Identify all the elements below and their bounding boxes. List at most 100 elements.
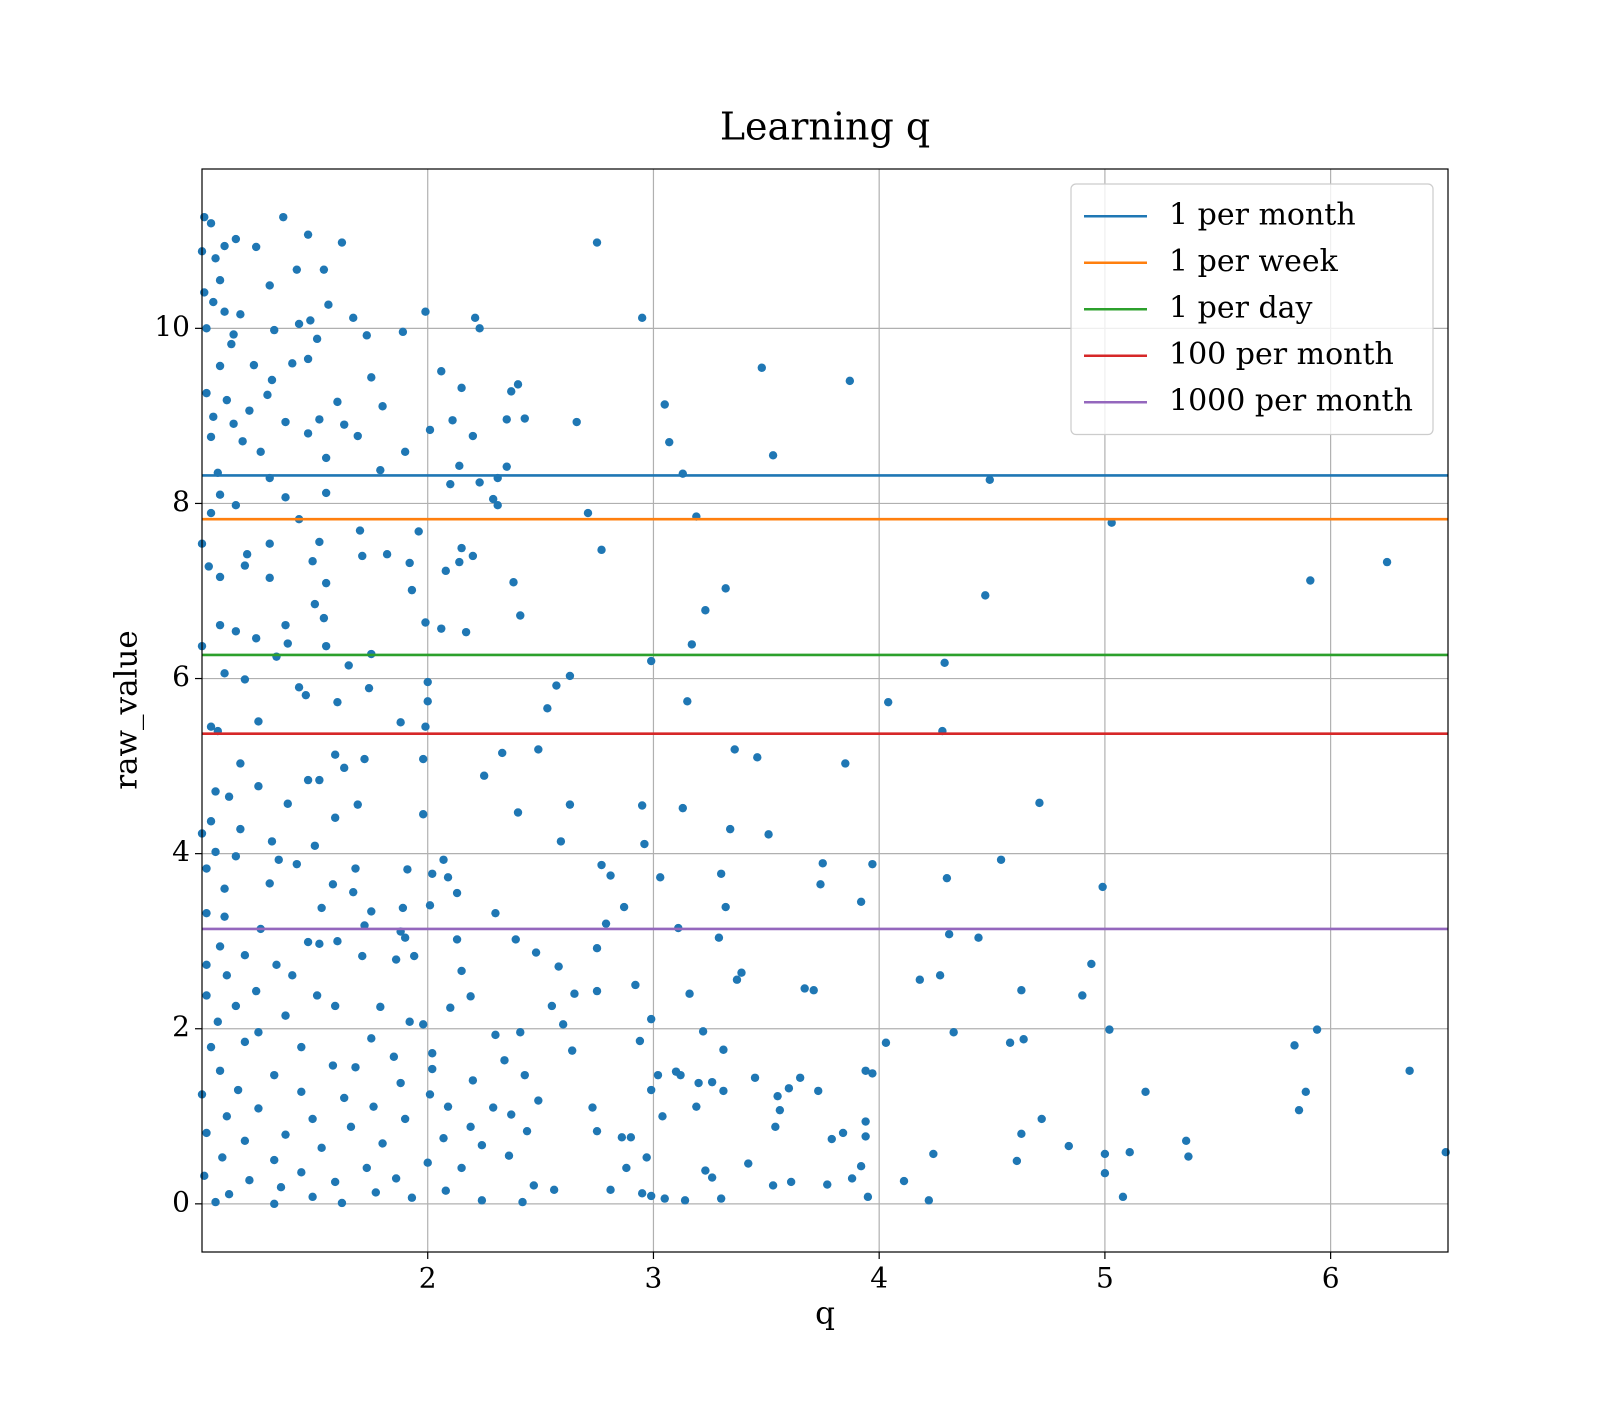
scatter-point [642,1153,651,1162]
scatter-point [231,627,241,636]
scatter-point [425,1090,435,1099]
scatter-point [466,1122,475,1132]
scatter-point [452,935,462,944]
scatter-point [398,903,408,913]
scatter-point [215,620,225,630]
scatter-point [315,537,324,547]
scatter-point [773,1091,782,1101]
scatter-point [308,557,317,566]
scatter-point [457,383,466,393]
scatter-point [222,395,232,405]
scatter-point [646,1191,656,1201]
scatter-point [236,310,245,319]
legend-frame [1070,183,1434,436]
scatter-point [572,417,581,427]
grid [202,169,1448,1252]
scatter-point [215,275,225,285]
scatter-point [549,1185,559,1195]
scatter-point [371,1188,381,1197]
scatter-point [321,641,331,651]
scatter-point [678,803,687,813]
scatter-point [202,864,211,873]
legend-label: 1 per month [1169,197,1356,232]
scatter-point [360,921,369,930]
scatter-point [281,493,290,502]
scatter-point [707,1077,717,1087]
scatter-point [730,745,739,754]
scatter-point [685,989,694,998]
scatter-point [376,1002,385,1012]
scatter-point [757,363,766,372]
scatter-point [721,584,730,593]
scatter-point [254,1028,263,1037]
scatter-point [646,1085,656,1095]
scatter-point [653,1070,663,1080]
scatter-point [753,753,762,762]
scatter-point [588,1103,597,1112]
y-tick-label: 0 [172,1185,190,1218]
scatter-point [423,697,432,706]
scatter-point [220,884,229,893]
scatter-point [448,416,457,425]
scatter-point [597,860,606,870]
scatter-point [556,837,566,846]
scatter-point [915,975,925,984]
scatter-point [428,1049,437,1058]
scatter-point [240,675,250,684]
scatter-point [565,800,575,809]
scatter-point [367,907,376,916]
scatter-point [974,933,983,942]
scatter-point [351,1063,360,1072]
scatter-point [823,1180,832,1189]
scatter-point [367,1034,376,1043]
scatter-point [310,841,320,850]
scatter-point [398,327,408,337]
x-tick-label: 3 [645,1262,663,1295]
scatter-point [646,656,656,666]
scatter-point [321,453,331,463]
scatter-point [800,984,809,993]
scatter-point [220,912,229,921]
scatter-point [254,717,263,726]
scatter-point [294,683,304,692]
scatter-point [716,1194,726,1203]
scatter-point [884,697,893,707]
scatter-point [315,939,324,949]
scatter-point [441,566,450,576]
scatter-point [254,1104,263,1113]
scatter-point [847,1174,857,1183]
scatter-point [425,425,435,435]
scatter-point [468,551,478,561]
scatter-point [680,1196,690,1205]
scatter-point [744,1159,753,1168]
scatter-point [856,897,866,906]
scatter-point [425,901,435,910]
scatter-point [949,1028,958,1037]
scatter-point [353,800,362,809]
chart-title: Learning q [720,105,930,149]
scatter-point [419,754,428,764]
scatter-point [349,313,358,323]
scatter-point [592,986,602,996]
scatter-point [784,1084,794,1093]
scatter-point [222,971,232,980]
scatter-point [816,880,825,889]
scatter-point [455,557,464,567]
scatter-point [224,1190,234,1199]
scatter-point [202,960,211,970]
scatter-point [981,591,990,600]
scatter-point [1301,1087,1310,1096]
scatter-point [283,799,292,808]
scatter-point [328,880,338,889]
scatter-point [378,402,387,411]
scatter-point [400,1114,410,1124]
scatter-point [1035,798,1044,808]
scatter-point [716,869,726,878]
scatter-point [236,759,245,768]
scatter-point [358,951,367,961]
scatter-point [996,855,1006,864]
scatter-point [1017,986,1026,995]
scatter-point [414,527,423,536]
scatter-point [292,265,302,274]
